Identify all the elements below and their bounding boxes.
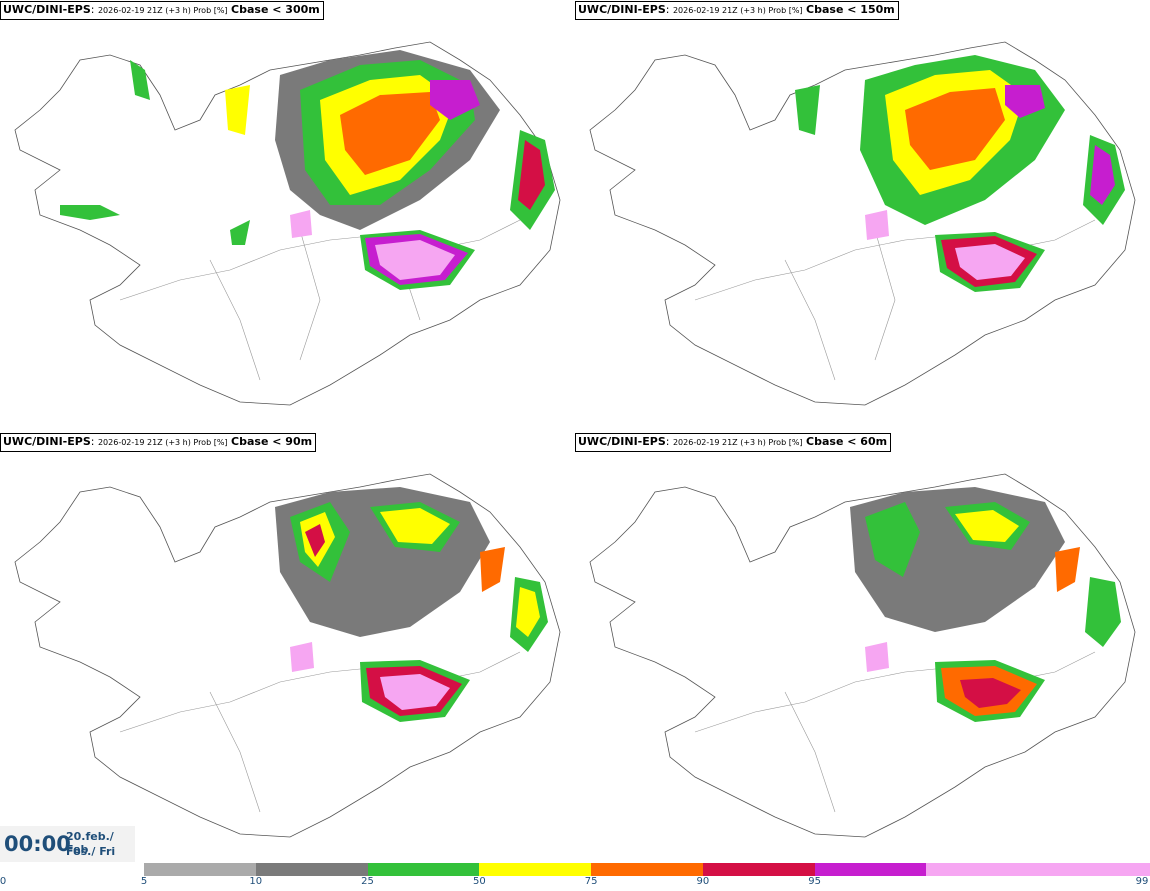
map-panel-cbase-300: UWC/DINI-EPS: 2026-02-19 21Z (+3 h) Prob… xyxy=(0,0,575,430)
map-panel-cbase-150: UWC/DINI-EPS: 2026-02-19 21Z (+3 h) Prob… xyxy=(575,0,1150,430)
interior-roads xyxy=(694,651,1096,813)
model-name: UWC/DINI-EPS xyxy=(3,435,91,448)
legend-label: 75 xyxy=(584,876,598,887)
interior-roads xyxy=(119,651,521,813)
legend-label: 99 xyxy=(1135,876,1149,887)
valid-time-clock: 00:00 xyxy=(4,832,71,856)
iceland-probability-map xyxy=(589,473,1136,838)
run-info: 2026-02-19 21Z (+3 h) Prob [%] xyxy=(672,438,803,447)
legend-segment-25 xyxy=(367,863,480,876)
interior-roads xyxy=(119,219,521,381)
coastline xyxy=(14,473,561,838)
probability-fields xyxy=(850,487,1121,722)
legend-label: 90 xyxy=(696,876,710,887)
legend-label: 25 xyxy=(361,876,374,887)
legend-segment-50 xyxy=(479,863,592,876)
threshold-label: Cbase < 150m xyxy=(806,3,895,16)
valid-time-date: 20.feb./ Feb xyxy=(66,830,114,856)
panel-title: UWC/DINI-EPS: 2026-02-19 21Z (+3 h) Prob… xyxy=(0,1,324,20)
valid-time-day: Fös./ Fri xyxy=(66,845,116,858)
legend-label: 50 xyxy=(472,876,486,887)
probability-fields xyxy=(275,487,548,722)
iceland-probability-map xyxy=(14,473,561,838)
legend-segment-95 xyxy=(814,863,927,876)
model-name: UWC/DINI-EPS xyxy=(578,435,666,448)
legend-segment-99 xyxy=(926,863,1150,876)
threshold-label: Cbase < 90m xyxy=(231,435,313,448)
iceland-probability-map xyxy=(14,41,561,406)
threshold-label: Cbase < 60m xyxy=(806,435,888,448)
legend-label: 10 xyxy=(249,876,263,887)
run-info: 2026-02-19 21Z (+3 h) Prob [%] xyxy=(672,6,803,15)
run-info: 2026-02-19 21Z (+3 h) Prob [%] xyxy=(97,6,228,15)
threshold-label: Cbase < 300m xyxy=(231,3,320,16)
iceland-probability-map xyxy=(589,41,1136,406)
probability-fields xyxy=(795,55,1125,292)
legend-segment-5 xyxy=(144,863,256,876)
coastline xyxy=(14,41,561,406)
probability-fields xyxy=(60,50,555,290)
legend-segment-75 xyxy=(591,863,703,876)
model-name: UWC/DINI-EPS xyxy=(3,3,91,16)
legend-label: 5 xyxy=(140,876,148,887)
legend-label: 0 xyxy=(0,876,7,887)
legend-segment-10 xyxy=(255,863,368,876)
legend-label: 95 xyxy=(808,876,822,887)
interior-roads xyxy=(694,219,1096,381)
legend-segment-90 xyxy=(702,863,815,876)
panel-title: UWC/DINI-EPS: 2026-02-19 21Z (+3 h) Prob… xyxy=(0,433,317,452)
panel-title: UWC/DINI-EPS: 2026-02-19 21Z (+3 h) Prob… xyxy=(575,1,899,20)
panel-title: UWC/DINI-EPS: 2026-02-19 21Z (+3 h) Prob… xyxy=(575,433,892,452)
map-panel-cbase-60: UWC/DINI-EPS: 2026-02-19 21Z (+3 h) Prob… xyxy=(575,432,1150,862)
probability-legend-bar xyxy=(144,863,1150,876)
coastline xyxy=(589,473,1136,838)
model-name: UWC/DINI-EPS xyxy=(578,3,666,16)
run-info: 2026-02-19 21Z (+3 h) Prob [%] xyxy=(97,438,228,447)
map-panel-cbase-90: UWC/DINI-EPS: 2026-02-19 21Z (+3 h) Prob… xyxy=(0,432,575,862)
coastline xyxy=(589,41,1136,406)
valid-time-box: 00:00 20.feb./ Feb Fös./ Fri xyxy=(0,826,135,862)
